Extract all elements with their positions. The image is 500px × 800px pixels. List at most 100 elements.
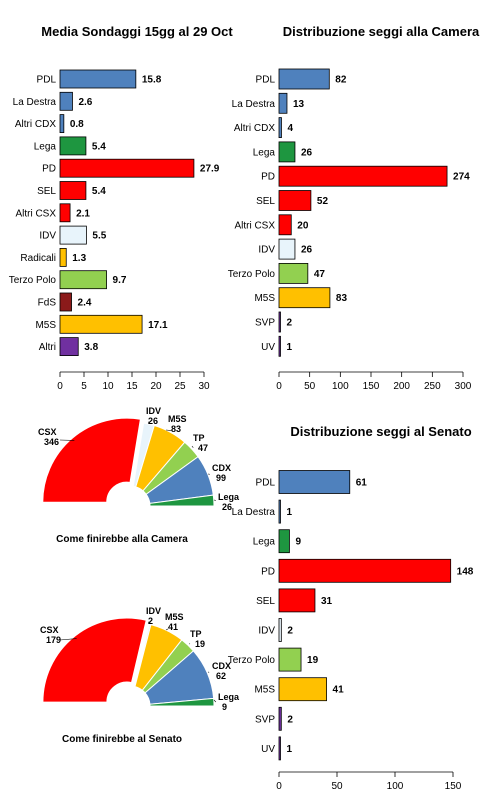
camera-pie-slice-name: IDV: [146, 406, 161, 416]
camera-pie-slice-name: CSX: [38, 427, 57, 437]
camera-pie-title: Come finirebbe alla Camera: [56, 534, 188, 545]
senato-category-label: Terzo Polo: [228, 655, 276, 666]
camera-pie-leader-line: [191, 445, 194, 448]
senato-value-label: 2: [287, 714, 293, 725]
camera-category-label: Lega: [253, 147, 276, 158]
senato-x-tick-label: 100: [387, 781, 404, 792]
polls-bar: [59, 292, 72, 312]
senato-value-label: 19: [307, 655, 319, 666]
senato-bar: [278, 647, 302, 672]
polls-value-label: 5.4: [92, 141, 106, 152]
camera-category-label: Terzo Polo: [228, 269, 276, 280]
senato-pie-slice-name: IDV: [146, 606, 161, 616]
camera-x-tick-label: 100: [332, 381, 349, 392]
camera-chart-title: Distribuzione seggi alla Camera: [283, 24, 480, 39]
senato-category-label: PDL: [256, 478, 276, 489]
senato-category-label: Lega: [253, 537, 276, 548]
senato-pie-slice-name: CSX: [40, 625, 59, 635]
senato-category-label: UV: [261, 744, 275, 755]
polls-x-tick-label: 15: [126, 381, 138, 392]
camera-bar: [278, 311, 281, 333]
camera-pie-leader-line: [165, 429, 172, 431]
camera-bar: [278, 92, 288, 114]
senato-x-tick-label: 50: [331, 781, 343, 792]
polls-category-label: Altri CSX: [15, 208, 56, 219]
polls-x-tick-label: 0: [57, 381, 63, 392]
camera-pie-slice-value: 26: [222, 502, 232, 512]
camera-category-label: Altri CDX: [234, 123, 275, 134]
camera-x-tick-label: 50: [304, 381, 316, 392]
polls-category-label: Terzo Polo: [9, 275, 57, 286]
polls-value-label: 5.5: [92, 231, 106, 242]
camera-x-tick-label: 0: [276, 381, 282, 392]
camera-x-tick-label: 150: [363, 381, 380, 392]
senato-pie-slice-name: TP: [190, 629, 202, 639]
camera-bar: [278, 287, 331, 309]
camera-pie-slice-name: Lega: [218, 492, 240, 502]
senato-value-label: 2: [287, 626, 293, 637]
senato-pie-leader-line: [213, 699, 217, 703]
senato-chart-title: Distribuzione seggi al Senato: [290, 424, 471, 439]
camera-category-label: SVP: [255, 318, 275, 329]
camera-bar: [278, 335, 281, 357]
camera-x-tick-label: 250: [424, 381, 441, 392]
senato-category-label: IDV: [258, 626, 275, 637]
camera-pie-slice-name: M5S: [168, 414, 187, 424]
camera-category-label: PD: [261, 172, 275, 183]
senato-pie-slice-name: M5S: [165, 612, 184, 622]
senato-value-label: 1: [287, 507, 293, 518]
senato-value-label: 61: [356, 478, 368, 489]
polls-category-label: Altri: [39, 342, 56, 353]
camera-bar: [278, 214, 292, 236]
senato-pie-slice-value: 2: [148, 616, 153, 626]
camera-bar: [278, 238, 296, 260]
camera-pie-slice-value: 346: [44, 437, 59, 447]
senato-bar: [278, 529, 290, 554]
senato-category-label: La Destra: [232, 507, 276, 518]
camera-category-label: La Destra: [232, 99, 276, 110]
camera-x-tick-label: 300: [455, 381, 472, 392]
senato-pie-slice-value: 62: [216, 671, 226, 681]
camera-value-label: 13: [293, 99, 305, 110]
polls-bar: [59, 314, 143, 334]
senato-value-label: 41: [333, 685, 345, 696]
senato-bar: [278, 588, 316, 613]
camera-bar: [278, 117, 282, 138]
polls-bar: [59, 158, 195, 178]
camera-value-label: 20: [297, 220, 309, 231]
camera-value-label: 52: [317, 196, 329, 207]
senato-bar: [278, 558, 452, 583]
senato-pie-leader-line: [59, 638, 77, 641]
polls-x-tick-label: 25: [174, 381, 186, 392]
senato-pie-slice-value: 179: [46, 635, 61, 645]
senato-category-label: SEL: [256, 596, 275, 607]
senato-pie-slice-value: 19: [195, 639, 205, 649]
polls-category-label: Altri CDX: [15, 119, 56, 130]
senato-value-label: 31: [321, 596, 333, 607]
senato-pie-slice: [42, 617, 147, 703]
polls-category-label: FdS: [38, 298, 57, 309]
camera-pie-slice: [42, 417, 141, 503]
polls-category-label: SEL: [37, 186, 56, 197]
camera-bar: [278, 262, 309, 284]
polls-category-label: Lega: [34, 141, 57, 152]
camera-pie-slice-value: 83: [171, 424, 181, 434]
polls-bar-chart: PDL 15.8 La Destra 2.6 Altri CDX 0.8 Lega 5.4 PD…: [9, 69, 220, 392]
polls-value-label: 2.1: [76, 208, 90, 219]
camera-bar: [278, 165, 448, 187]
polls-value-label: 17.1: [148, 320, 168, 331]
polls-value-label: 5.4: [92, 186, 106, 197]
polls-category-label: IDV: [39, 231, 56, 242]
camera-pie-slice-name: TP: [193, 433, 205, 443]
polls-x-tick-label: 5: [81, 381, 87, 392]
polls-category-label: M5S: [35, 320, 56, 331]
polls-bar: [59, 136, 87, 156]
camera-value-label: 26: [301, 147, 313, 158]
senato-pie-slice-value: 41: [168, 622, 178, 632]
camera-category-label: UV: [261, 342, 275, 353]
senato-pie-slice-value: 9: [222, 702, 227, 712]
camera-bar: [278, 141, 296, 163]
camera-bar: [278, 68, 330, 90]
senato-bar: [278, 618, 282, 642]
